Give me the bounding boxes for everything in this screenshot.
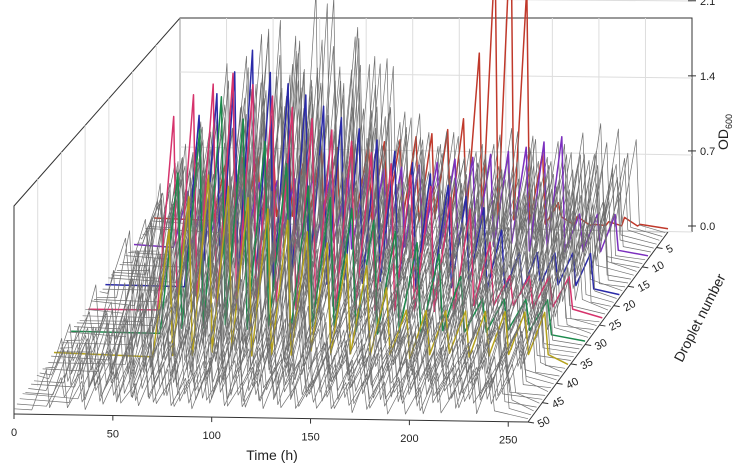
z-tick-label: 2.1 bbox=[700, 0, 715, 8]
y-tick-mark bbox=[642, 266, 649, 269]
y-tick-label: 30 bbox=[593, 337, 609, 353]
x-tick-label: 100 bbox=[203, 430, 221, 442]
z-axis-title-main: OD bbox=[715, 129, 731, 150]
z-axis-title: OD600 bbox=[715, 114, 734, 150]
svg-text:OD600: OD600 bbox=[715, 114, 734, 150]
x-tick-label: 250 bbox=[499, 435, 517, 447]
z-tick-label: 0.7 bbox=[700, 146, 715, 158]
y-tick-mark bbox=[627, 285, 635, 288]
back-wall-gridline-h bbox=[499, 0, 693, 2]
y-tick-label: 45 bbox=[550, 395, 566, 411]
y-tick-label: 50 bbox=[536, 414, 552, 430]
y-tick-mark bbox=[656, 247, 663, 250]
x-axis-line bbox=[13, 413, 529, 423]
series-line-droplet-46 bbox=[25, 335, 540, 404]
x-axis-title: Time (h) bbox=[246, 447, 298, 463]
x-tick-label: 50 bbox=[107, 429, 119, 441]
series-line-droplet-49 bbox=[16, 355, 531, 416]
svg-text:Droplet number: Droplet number bbox=[671, 271, 729, 365]
y-tick-label: 40 bbox=[564, 376, 580, 392]
x-tick-label: 200 bbox=[400, 433, 418, 445]
y-tick-label: 25 bbox=[607, 317, 623, 333]
y-tick-mark bbox=[527, 421, 535, 424]
chart-series-layer bbox=[13, 0, 669, 420]
y-tick-label: 20 bbox=[621, 298, 637, 314]
series-line-droplet-6 bbox=[139, 36, 654, 249]
y-tick-mark bbox=[570, 363, 577, 366]
y-tick-label: 35 bbox=[579, 356, 595, 372]
y-tick-label: 5 bbox=[664, 243, 675, 256]
y-tick-label: 10 bbox=[650, 259, 666, 275]
chart-ticks: 0 50 100 150 200 250 5 10 15 20 25 30 35 40 45 50 0.0 0.7… bbox=[11, 0, 715, 447]
y-axis-line bbox=[527, 231, 669, 423]
z-tick-label: 1.4 bbox=[700, 71, 715, 83]
z-axis-title-subscript: 600 bbox=[724, 114, 734, 129]
y-axis-title: Droplet number bbox=[671, 271, 729, 365]
series-line-droplet-50 bbox=[13, 366, 529, 420]
series-line-droplet-24 bbox=[88, 72, 603, 319]
back-wall-gridline-h bbox=[179, 71, 693, 79]
y-tick-mark bbox=[613, 305, 620, 308]
series-line-droplet-48 bbox=[19, 351, 534, 412]
series-line-droplet-43 bbox=[33, 311, 549, 392]
series-line-droplet-40 bbox=[42, 287, 557, 381]
y-tick-mark bbox=[542, 402, 549, 405]
series-line-droplet-39 bbox=[45, 280, 560, 377]
series-line-droplet-37 bbox=[51, 264, 566, 369]
x-tick-label: 0 bbox=[11, 427, 17, 439]
y-tick-mark bbox=[599, 324, 606, 327]
series-line-droplet-14 bbox=[116, 107, 631, 280]
series-line-droplet-44 bbox=[31, 323, 546, 396]
y-tick-label: 15 bbox=[636, 279, 652, 295]
z-tick-label: 0.0 bbox=[700, 221, 715, 233]
y-tick-mark bbox=[585, 343, 592, 346]
y-tick-mark bbox=[556, 382, 563, 385]
series-line-droplet-42 bbox=[36, 300, 551, 389]
x-tick-label: 150 bbox=[301, 432, 319, 444]
series-line-droplet-3 bbox=[148, 3, 663, 237]
series-line-droplet-18 bbox=[105, 49, 620, 296]
